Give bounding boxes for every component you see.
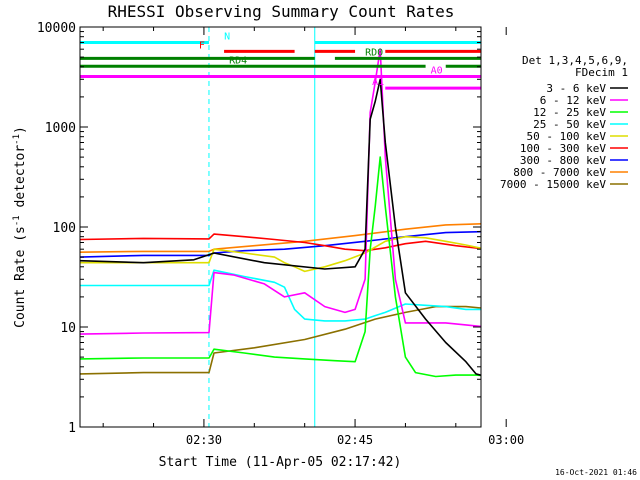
- y-tick-label-4: 10000: [37, 21, 76, 36]
- legend-label-5: 100 - 300 keV: [520, 142, 606, 155]
- legend-label-1: 6 - 12 keV: [540, 94, 607, 107]
- legend-label-6: 300 - 800 keV: [520, 154, 606, 167]
- legend-label-2: 12 - 25 keV: [533, 106, 606, 119]
- legend-header-1: FDecim 1: [575, 66, 628, 79]
- series-line-4: [80, 235, 481, 273]
- legend-header-0: Det 1,3,4,5,6,9,: [522, 54, 628, 67]
- state-bar-label-4: A0: [431, 65, 443, 76]
- plot-area: N F RD0 RD4 A0 A1: [80, 27, 481, 427]
- x-axis-label: Start Time (11-Apr-05 02:17:42): [159, 455, 402, 470]
- series-line-1: [80, 48, 481, 335]
- legend-label-4: 50 - 100 keV: [527, 130, 607, 143]
- legend-label-7: 800 - 7000 keV: [513, 166, 606, 179]
- state-bar-label-1: F: [199, 40, 205, 51]
- y-tick-label-1: 10: [60, 321, 76, 336]
- x-tick-label-2: 03:00: [488, 433, 524, 447]
- legend-label-3: 25 - 50 keV: [533, 118, 606, 131]
- legend-label-8: 7000 - 15000 keV: [500, 178, 606, 191]
- series-line-8: [80, 305, 481, 375]
- y-axis-label: Count Rate (s-1 detector-1): [12, 126, 28, 328]
- x-tick-label-1: 02:45: [337, 433, 373, 447]
- series-line-2: [80, 156, 481, 378]
- series-line-6: [80, 230, 481, 258]
- series-line-7: [80, 223, 481, 253]
- y-tick-label-0: 1: [68, 421, 76, 436]
- state-bar-label-2: RD0: [365, 47, 383, 58]
- legend-label-0: 3 - 6 keV: [546, 82, 606, 95]
- timestamp: 16-Oct-2021 01:46: [555, 468, 637, 477]
- state-bar-label-0: N: [224, 31, 230, 42]
- y-tick-label-3: 1000: [45, 121, 76, 136]
- state-bar-label-3: RD4: [229, 55, 247, 66]
- series-line-3: [80, 269, 481, 322]
- series-line-0: [80, 78, 481, 377]
- y-axis: 1 10 100 1000 10000: [37, 21, 481, 436]
- x-tick-label-0: 02:30: [186, 433, 222, 447]
- y-tick-label-2: 100: [53, 221, 76, 236]
- state-bar-label-5: A1: [372, 77, 384, 88]
- series-line-5: [80, 233, 481, 252]
- chart-title: RHESSI Observing Summary Count Rates: [108, 2, 455, 21]
